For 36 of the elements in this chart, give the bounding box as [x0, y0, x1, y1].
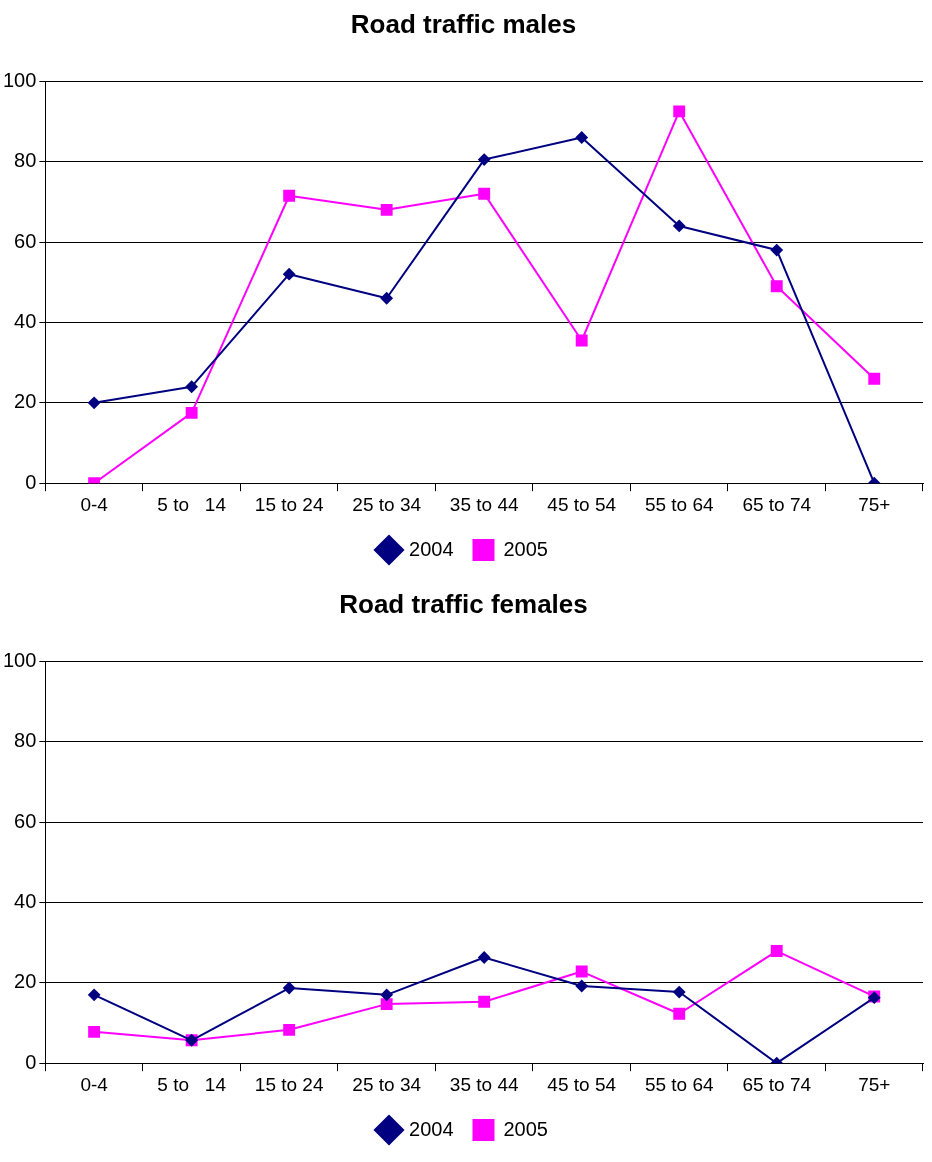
x-tick-label: 15 to 24	[254, 1073, 324, 1095]
x-tick-label: 0-4	[80, 493, 109, 515]
y-tick-label: 100	[2, 648, 37, 671]
y-tick-label: 40	[14, 309, 37, 332]
x-tick-label: 65 to 74	[742, 1073, 812, 1095]
x-tick-label: 35 to 44	[449, 493, 519, 515]
legend-label: 2004	[409, 537, 454, 560]
legend-label: 2004	[409, 1117, 454, 1140]
x-tick-label: 25 to 34	[352, 493, 422, 515]
x-tick-label: 45 to 54	[547, 1073, 617, 1095]
x-tick-label: 75+	[858, 493, 891, 515]
x-tick-label: 15 to 24	[254, 493, 324, 515]
x-tick-label: 5 to 14	[157, 1073, 227, 1095]
legend-label: 2005	[503, 537, 548, 560]
x-tick-label: 5 to 14	[157, 493, 227, 515]
y-tick-label: 0	[25, 470, 37, 493]
y-tick-label: 80	[14, 149, 37, 172]
x-tick-label: 45 to 54	[547, 493, 617, 515]
y-tick-label: 20	[14, 390, 37, 413]
y-tick-label: 100	[2, 68, 37, 91]
y-tick-label: 80	[14, 729, 37, 752]
y-tick-label: 0	[25, 1050, 37, 1073]
chart-title: Road traffic males	[350, 8, 577, 39]
x-tick-label: 35 to 44	[449, 1073, 519, 1095]
legend-label: 2005	[503, 1117, 548, 1140]
x-tick-label: 75+	[858, 1073, 891, 1095]
y-tick-label: 60	[14, 229, 37, 252]
y-tick-label: 60	[14, 809, 37, 832]
x-tick-label: 0-4	[80, 1073, 109, 1095]
x-tick-label: 65 to 74	[742, 493, 812, 515]
x-tick-label: 25 to 34	[352, 1073, 422, 1095]
x-tick-label: 55 to 64	[644, 493, 714, 515]
x-tick-label: 55 to 64	[644, 1073, 714, 1095]
chart-title: Road traffic females	[339, 588, 588, 619]
y-tick-label: 20	[14, 970, 37, 993]
y-tick-label: 40	[14, 889, 37, 912]
